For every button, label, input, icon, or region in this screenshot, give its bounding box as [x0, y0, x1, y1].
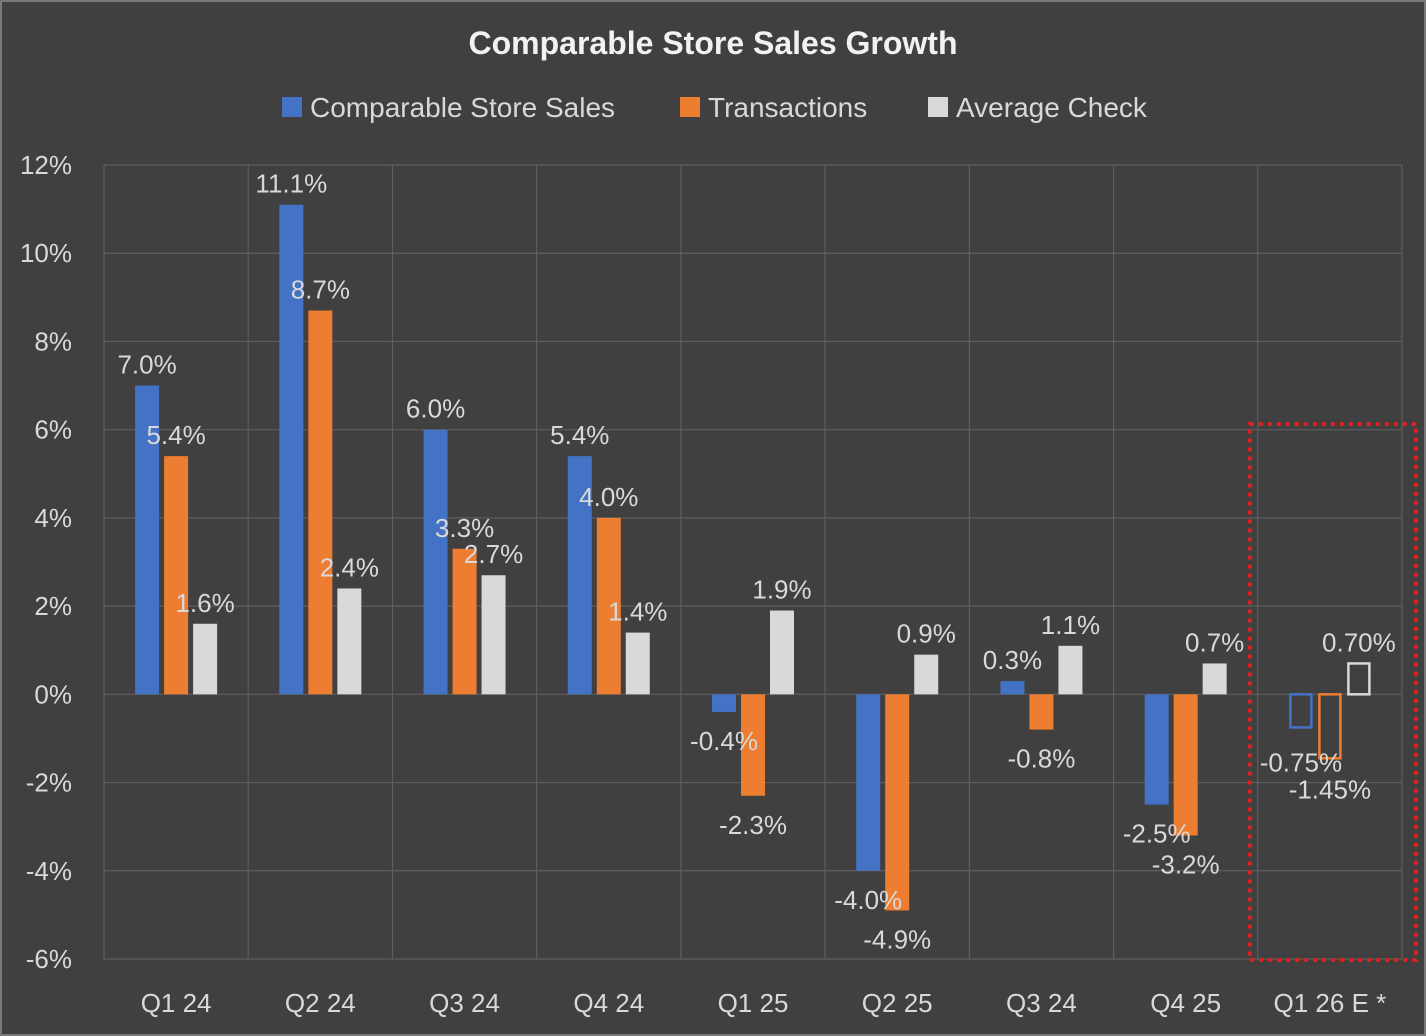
bar-comparable-store-sales: [1144, 694, 1169, 805]
bar-average-check: [1202, 663, 1227, 695]
y-tick-label: 0%: [34, 679, 72, 709]
bar-comparable-store-sales: [567, 456, 592, 695]
y-tick-label: 10%: [20, 238, 72, 268]
bar-transactions: [452, 548, 477, 695]
data-label: 1.1%: [1041, 610, 1100, 640]
x-category-label: Q2 24: [285, 988, 356, 1018]
bar-average-check: [481, 575, 506, 695]
bar-comparable-store-sales: [1289, 693, 1313, 729]
data-label: 4.0%: [579, 482, 638, 512]
bar-transactions: [1318, 693, 1342, 760]
x-category-label: Q3 24: [429, 988, 500, 1018]
data-label: 1.4%: [608, 597, 667, 627]
y-tick-label: 12%: [20, 150, 72, 180]
x-category-label: Q2 25: [862, 988, 933, 1018]
bar-average-check: [770, 610, 794, 695]
legend-label: Transactions: [708, 92, 867, 123]
bar-comparable-store-sales: [279, 204, 304, 695]
data-label: -1.45%: [1289, 774, 1371, 804]
data-label: -2.3%: [719, 810, 787, 840]
bar-transactions: [885, 694, 910, 911]
data-label: 0.7%: [1185, 627, 1244, 657]
data-label: 2.7%: [464, 539, 523, 569]
bar-transactions: [308, 310, 333, 695]
legend-swatch: [928, 97, 948, 117]
estimate-highlight-box: [1247, 422, 1419, 962]
x-category-label: Q3 24: [1006, 988, 1077, 1018]
y-tick-label: 6%: [34, 415, 72, 445]
bar-average-check: [914, 654, 939, 695]
y-tick-label: -4%: [26, 856, 72, 886]
x-category-label: Q4 25: [1150, 988, 1221, 1018]
data-label: -3.2%: [1152, 849, 1220, 879]
bar-transactions: [596, 517, 621, 695]
data-label: -4.9%: [863, 924, 931, 954]
bar-transactions: [164, 456, 189, 695]
estimate-highlight: [1247, 422, 1419, 962]
chart-title: Comparable Store Sales Growth: [468, 25, 957, 61]
gridlines: [103, 164, 1403, 960]
legend-label: Average Check: [956, 92, 1148, 123]
bar-transactions: [741, 694, 765, 796]
x-category-label: Q4 24: [573, 988, 644, 1018]
data-label: -0.4%: [690, 726, 758, 756]
data-label: 1.6%: [175, 588, 234, 618]
x-category-label: Q1 25: [718, 988, 789, 1018]
data-label: 0.3%: [983, 645, 1042, 675]
bar-average-check: [193, 623, 218, 695]
data-label: 0.70%: [1322, 627, 1396, 657]
data-label: 6.0%: [406, 394, 465, 424]
bar-comparable-store-sales: [856, 694, 881, 871]
data-label: 1.9%: [752, 575, 811, 605]
data-label: 3.3%: [435, 513, 494, 543]
y-tick-label: -6%: [26, 944, 72, 974]
data-label: -4.0%: [834, 885, 902, 915]
y-axis: -6% -4% -2% 0% 2% 4% 6% 8% 10% 12%: [20, 150, 72, 974]
data-labels: 7.0% 11.1% 6.0% 5.4% -0.4% -4.0% 0.3% -2.5% -0.7…: [117, 169, 1395, 955]
legend-label: Comparable Store Sales: [310, 92, 615, 123]
y-tick-label: 4%: [34, 503, 72, 533]
y-tick-label: 8%: [34, 326, 72, 356]
bar-transactions: [1029, 694, 1054, 730]
data-label: 0.9%: [897, 619, 956, 649]
bar-comparable-store-sales: [423, 429, 448, 695]
bar-comparable-store-sales: [712, 694, 736, 712]
data-label: 8.7%: [291, 275, 350, 305]
legend: Comparable Store Sales Transactions Averag…: [282, 92, 1148, 123]
bar-average-check: [625, 632, 650, 695]
data-label: -0.8%: [1007, 744, 1075, 774]
bars: [135, 204, 1371, 911]
data-label: 7.0%: [117, 350, 176, 380]
data-label: -0.75%: [1260, 747, 1342, 777]
bar-comparable-store-sales: [135, 385, 160, 695]
data-label: 11.1%: [255, 169, 327, 199]
data-label: 5.4%: [146, 420, 205, 450]
x-category-label: Q1 24: [141, 988, 212, 1018]
bar-transactions: [1173, 694, 1198, 836]
legend-swatch: [680, 97, 700, 117]
data-label: 5.4%: [550, 420, 609, 450]
data-label: -2.5%: [1123, 819, 1191, 849]
y-tick-label: 2%: [34, 591, 72, 621]
bar-average-check: [1347, 662, 1371, 696]
x-category-label: Q1 26 E *: [1274, 988, 1387, 1018]
bar-average-check: [1058, 645, 1083, 695]
legend-swatch: [282, 97, 302, 117]
bar-average-check: [337, 588, 362, 695]
data-label: 2.4%: [320, 552, 379, 582]
x-axis: Q1 24 Q2 24 Q3 24 Q4 24 Q1 25 Q2 25 Q3 24 Q4 25…: [141, 988, 1387, 1018]
bar-comparable-store-sales: [1000, 681, 1025, 695]
y-tick-label: -2%: [26, 768, 72, 798]
